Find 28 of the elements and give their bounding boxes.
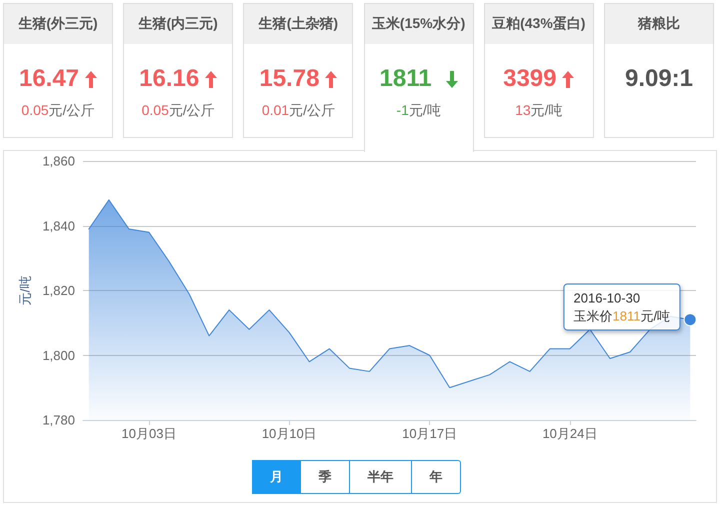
category-label: 生猪(外三元) (4, 4, 112, 44)
x-tick-label: 10月17日 (402, 426, 458, 441)
y-tick-label: 1,840 (42, 218, 75, 234)
annotation: 2016-10-30 玉米价1811元/吨 (564, 283, 680, 330)
category-label: 生猪(内三元) (124, 4, 232, 44)
y-tick-label: 1,780 (42, 412, 75, 428)
data-label: 0.01元/公斤 (260, 101, 336, 120)
y-tick-label: 1,860 (42, 154, 75, 168)
data-label: 0.05元/公斤 (140, 101, 216, 120)
data-label: 3399 (503, 64, 556, 94)
data-label: 0.05元/公斤 (20, 101, 96, 120)
y-axis-title: 元/吨 (18, 276, 33, 306)
x-tick-label: 10月03日 (122, 426, 176, 441)
period-button[interactable]: 季 (301, 460, 350, 494)
category-label: 豆粕(43%蛋白) (484, 4, 593, 44)
period-button[interactable]: 年 (412, 460, 461, 494)
x-tick-label: 10月10日 (262, 426, 317, 441)
period-button[interactable]: 半年 (350, 460, 412, 494)
category-label: 猪粮比 (605, 4, 713, 44)
data-label: 16.16 (139, 64, 200, 94)
category-label: 生猪(土杂猪) (244, 4, 352, 44)
y-tick-label: 1,800 (42, 348, 75, 363)
data-label: 13元/吨 (514, 101, 564, 120)
data-label: 15.78 (259, 64, 320, 94)
y-tick-label: 1,820 (42, 283, 75, 298)
data-label: 9.09:1 (624, 64, 694, 94)
x-tick-label: 10月24日 (542, 426, 598, 441)
data-label: 16.47 (18, 64, 80, 94)
